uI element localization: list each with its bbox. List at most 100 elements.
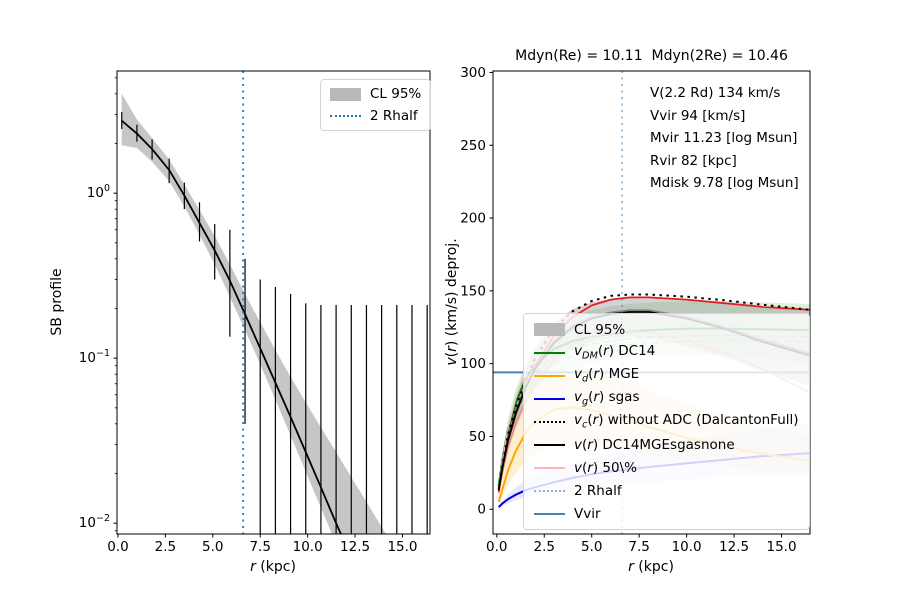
label-segment: v <box>574 412 582 429</box>
left-x-tick-label: 10.0 <box>293 539 323 555</box>
annotation-v22rd: V(2.2 Rd) 134 km/s <box>650 85 781 101</box>
right-x-tick-label: 12.5 <box>719 539 749 555</box>
left-x-tick-label: 12.5 <box>340 539 370 555</box>
legend-marker-patch <box>330 87 361 101</box>
legend-row: v(r) DC14MGEsgasnone <box>534 435 799 454</box>
label-segment: ( <box>444 351 460 358</box>
label-segment: (kpc) <box>633 559 674 575</box>
left-axes-frame <box>116 70 431 535</box>
label-segment: ( <box>582 436 588 453</box>
right-legend: CL 95% vDM(r) DC14 vd(r) MGE vg(r) sgas vc(r… <box>523 313 810 530</box>
label-segment: v <box>574 343 582 360</box>
label-segment: r <box>250 559 256 575</box>
label-segment: ( <box>587 412 593 429</box>
left-x-tick-label: 2.5 <box>155 539 176 555</box>
label-segment: ) sgas <box>599 389 640 406</box>
label-segment: r <box>592 412 599 429</box>
label-segment: 2 Rhalf <box>370 108 418 124</box>
legend-marker-line <box>534 397 565 400</box>
annotation-block: V(2.2 Rd) 134 km/s Vvir 94 [km/s] Mvir 1… <box>650 82 799 195</box>
left-x-tick-label: 7.5 <box>249 539 270 555</box>
right-x-tick-label: 2.5 <box>534 539 555 555</box>
label-segment: r <box>628 559 634 575</box>
legend-row: vg(r) sgas <box>534 389 799 408</box>
label-segment: ) 50\% <box>592 459 637 476</box>
legend-label: vDM(r) DC14 <box>574 343 655 362</box>
cl95-band <box>121 93 386 534</box>
legend-label: CL 95% <box>370 86 421 102</box>
legend-label: 2 Rhalf <box>370 108 418 124</box>
legend-marker-line <box>534 374 565 377</box>
left-y-tick-label: 10−1 <box>79 348 110 366</box>
legend-label: vd(r) MGE <box>574 366 639 385</box>
label-segment: v <box>444 357 460 366</box>
label-segment: DM <box>582 350 598 362</box>
label-segment: r <box>587 459 593 476</box>
label-segment: d <box>582 373 589 385</box>
right-y-tick-label: 150 <box>460 283 486 299</box>
label-segment: 2 Rhalf <box>574 482 622 499</box>
left-y-tick-label: 10−2 <box>79 513 110 531</box>
label-segment: (kpc) <box>255 559 296 575</box>
legend-row: v(r) 50\% <box>534 458 799 477</box>
right-panel-title: Mdyn(Re) = 10.11 Mdyn(2Re) = 10.46 <box>515 48 788 64</box>
right-x-tick-label: 5.0 <box>581 539 602 555</box>
left-y-tick-label: 100 <box>87 183 110 201</box>
right-x-axis-label: r (kpc) <box>628 559 674 575</box>
legend-label: vg(r) sgas <box>574 389 639 408</box>
label-segment: ( <box>582 459 588 476</box>
legend-row: 2 Rhalf <box>330 107 421 125</box>
legend-marker-line <box>534 512 565 515</box>
label-segment: v <box>574 459 582 476</box>
label-segment: r <box>593 366 600 383</box>
left-x-tick-label: 0.0 <box>107 539 128 555</box>
label-segment: c <box>582 419 588 431</box>
right-x-tick-label: 10.0 <box>672 539 702 555</box>
left-x-axis-label: r (kpc) <box>250 559 296 575</box>
legend-row: Vvir <box>534 504 799 523</box>
right-y-tick-label: 50 <box>469 429 486 445</box>
legend-row: CL 95% <box>534 320 799 339</box>
legend-marker-line <box>534 443 565 446</box>
legend-row: vc(r) without ADC (DalcantonFull) <box>534 412 799 431</box>
right-y-tick-label: 200 <box>460 211 486 227</box>
left-x-tick-label: 5.0 <box>202 539 223 555</box>
right-y-tick-label: 300 <box>460 65 486 81</box>
legend-label: CL 95% <box>574 322 625 338</box>
legend-label: 2 Rhalf <box>574 483 622 499</box>
label-segment: g <box>582 396 589 408</box>
left-y-axis-label: SB profile <box>49 268 65 336</box>
legend-row: CL 95% <box>330 85 421 103</box>
legend-label: v(r) DC14MGEsgasnone <box>574 437 735 453</box>
label-segment: ) without ADC (DalcantonFull) <box>598 412 799 429</box>
right-x-tick-label: 7.5 <box>628 539 649 555</box>
legend-label: vc(r) without ADC (DalcantonFull) <box>574 412 799 431</box>
right-x-tick-label: 15.0 <box>766 539 796 555</box>
label-segment: ( <box>588 366 594 383</box>
label-segment: v <box>574 436 582 453</box>
legend-label: v(r) 50\% <box>574 460 637 476</box>
right-x-tick-label: 0.0 <box>486 539 507 555</box>
annotation-mvir: Mvir 11.23 [log Msun] <box>650 130 798 146</box>
label-segment: ) (km/s) deproj. <box>444 238 460 347</box>
right-axes-frame <box>492 70 811 535</box>
sb-profile-line <box>121 120 342 534</box>
legend-row: vDM(r) DC14 <box>534 343 799 362</box>
legend-marker-patch <box>534 323 565 336</box>
label-segment: CL 95% <box>370 86 422 102</box>
legend-marker-line <box>534 351 565 354</box>
left-panel-data <box>121 71 428 534</box>
left-x-tick-label: 15.0 <box>387 539 417 555</box>
legend-marker-dotted <box>330 115 361 117</box>
label-segment: v <box>574 389 582 406</box>
annotation-mdisk: Mdisk 9.78 [log Msun] <box>650 175 799 191</box>
left-legend: CL 95% 2 Rhalf <box>320 79 432 131</box>
label-segment: ) MGE <box>599 366 640 383</box>
annotation-vvir: Vvir 94 [km/s] <box>650 107 746 124</box>
right-y-tick-label: 250 <box>460 138 486 154</box>
label-segment: r <box>593 389 600 406</box>
label-segment: ( <box>597 343 604 360</box>
legend-row: vd(r) MGE <box>534 366 799 385</box>
legend-label: Vvir <box>574 506 601 522</box>
